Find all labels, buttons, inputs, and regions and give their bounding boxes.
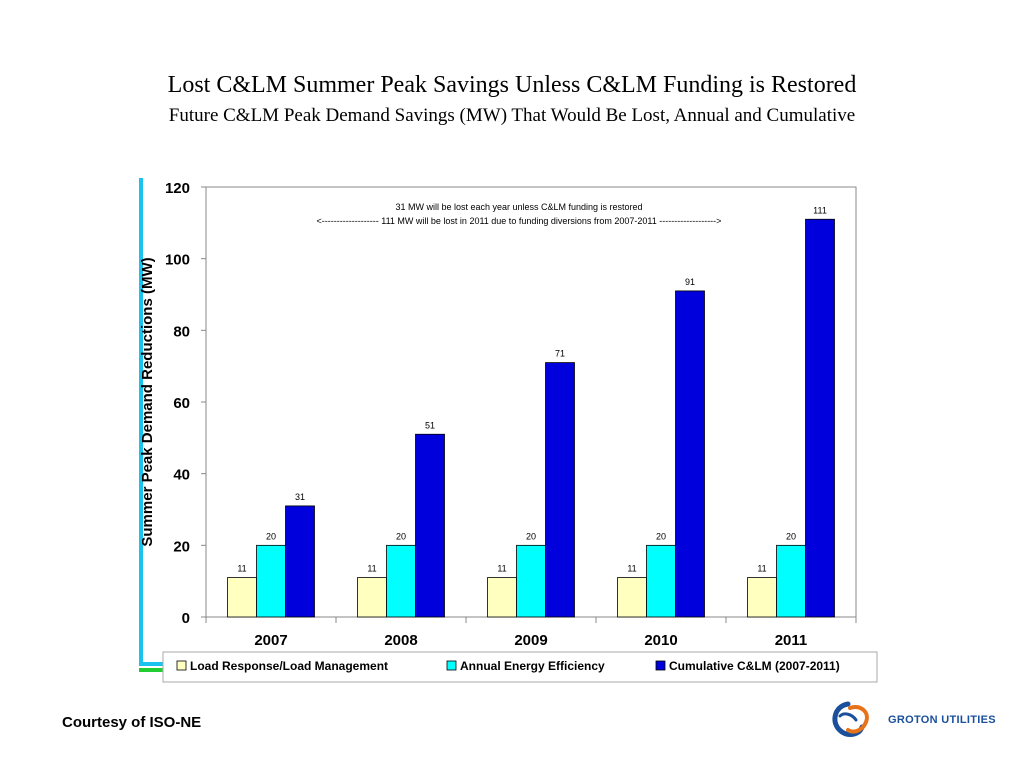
side-accent-blue-horizontal <box>139 662 164 666</box>
data-label-cumulative-2009: 71 <box>555 349 565 359</box>
bar-load-response-2007 <box>227 577 257 618</box>
annotation-line-1: 31 MW will be lost each year unless C&LM… <box>395 202 642 212</box>
bar-cumulative-2010 <box>675 290 705 618</box>
legend-swatch-cumulative <box>655 660 666 671</box>
bar-energy-efficiency-2011 <box>776 544 806 618</box>
bar-load-response-2010 <box>617 577 647 618</box>
slide-subtitle: Future C&LM Peak Demand Savings (MW) Tha… <box>168 105 856 126</box>
legend-swatch-load-response <box>176 660 187 671</box>
data-label-cumulative-2008: 51 <box>425 420 435 430</box>
y-tick-label: 80 <box>173 323 190 340</box>
legend-item-load-response: Load Response/Load Management <box>176 659 388 673</box>
bar-cumulative-2011 <box>805 218 835 618</box>
data-label-energy-efficiency-2011: 20 <box>786 531 796 541</box>
y-tick-label: 40 <box>173 467 190 484</box>
bar-load-response-2008 <box>357 577 387 618</box>
bar-energy-efficiency-2007 <box>256 544 286 618</box>
data-label-load-response-2008: 11 <box>367 564 376 574</box>
courtesy-note: Courtesy of ISO-NE <box>62 714 202 731</box>
x-axis: 2007 2008 2009 2010 2011 <box>205 617 857 649</box>
x-tick-label-2009: 2009 <box>514 632 547 649</box>
legend-item-cumulative: Cumulative C&LM (2007-2011) <box>655 659 840 673</box>
y-tick-label: 20 <box>173 538 190 555</box>
legend-label-energy-efficiency: Annual Energy Efficiency <box>460 659 605 673</box>
data-labels: 11 20 31 11 20 51 11 20 71 11 20 91 11 20 111 <box>237 205 827 573</box>
data-label-energy-efficiency-2009: 20 <box>526 531 536 541</box>
bar-load-response-2009 <box>487 577 517 618</box>
bar-energy-efficiency-2008 <box>386 544 416 618</box>
bar-load-response-2011 <box>747 577 777 618</box>
data-label-cumulative-2007: 31 <box>295 492 305 502</box>
data-label-energy-efficiency-2010: 20 <box>656 531 666 541</box>
data-label-cumulative-2011: 111 <box>813 205 827 215</box>
data-label-load-response-2007: 11 <box>237 564 246 574</box>
groton-utilities-logo-icon <box>832 701 869 737</box>
legend-box <box>162 651 878 683</box>
bar-cumulative-2009 <box>545 362 575 618</box>
data-label-energy-efficiency-2007: 20 <box>266 531 276 541</box>
data-label-load-response-2010: 11 <box>627 564 636 574</box>
bar-energy-efficiency-2009 <box>516 544 546 618</box>
x-tick-label-2008: 2008 <box>384 632 417 649</box>
y-axis: 0 20 40 60 80 100 120 <box>165 180 206 627</box>
logo-text: GROTON UTILITIES <box>888 714 996 726</box>
y-tick-label: 0 <box>182 610 190 627</box>
bar-energy-efficiency-2010 <box>646 544 676 618</box>
y-tick-label: 100 <box>165 252 190 269</box>
slide-title: Lost C&LM Summer Peak Savings Unless C&L… <box>167 72 857 98</box>
x-tick-label-2011: 2011 <box>775 632 808 649</box>
legend-swatch-energy-efficiency <box>446 660 457 671</box>
legend-item-energy-efficiency: Annual Energy Efficiency <box>446 659 605 673</box>
side-accent-green <box>139 668 164 672</box>
bar-cumulative-2007 <box>285 505 315 618</box>
bar-cumulative-2008 <box>415 433 445 618</box>
y-axis-title: Summer Peak Demand Reductions (MW) <box>139 257 156 546</box>
data-label-load-response-2011: 11 <box>757 564 766 574</box>
y-tick-label: 120 <box>165 180 190 197</box>
legend-label-cumulative: Cumulative C&LM (2007-2011) <box>669 659 840 673</box>
data-label-cumulative-2010: 91 <box>685 277 695 287</box>
bars <box>227 218 835 618</box>
y-tick-label: 60 <box>173 395 190 412</box>
legend-label-load-response: Load Response/Load Management <box>190 659 388 673</box>
data-label-energy-efficiency-2008: 20 <box>396 531 406 541</box>
x-tick-label-2007: 2007 <box>254 632 287 649</box>
x-tick-label-2010: 2010 <box>644 632 677 649</box>
data-label-load-response-2009: 11 <box>497 564 506 574</box>
side-accent-blue <box>139 178 143 666</box>
annotation-line-2: <------------------- 111 MW will be lost… <box>317 216 722 226</box>
